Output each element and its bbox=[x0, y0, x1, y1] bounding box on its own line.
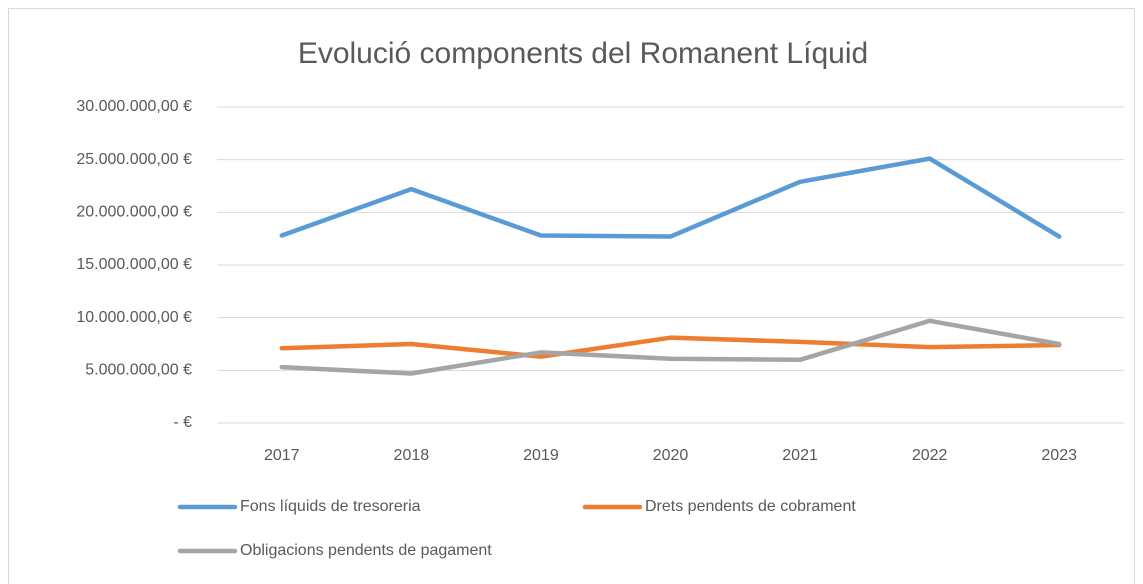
chart-title: Evolució components del Romanent Líquid bbox=[298, 37, 868, 70]
series-line bbox=[279, 318, 1062, 376]
y-tick-label: 5.000.000,00 € bbox=[85, 362, 192, 379]
x-tick-label: 2022 bbox=[912, 447, 948, 464]
y-tick-label: 20.000.000,00 € bbox=[76, 204, 192, 221]
legend-label: Obligacions pendents de pagament bbox=[240, 542, 492, 559]
x-tick-label: 2018 bbox=[394, 447, 430, 464]
x-tick-label: 2021 bbox=[782, 447, 818, 464]
y-tick-label: 25.000.000,00 € bbox=[76, 151, 192, 168]
legend-label: Drets pendents de cobrament bbox=[645, 498, 856, 515]
x-tick-label: 2023 bbox=[1041, 447, 1077, 464]
series-line bbox=[279, 156, 1062, 239]
y-tick-label: 30.000.000,00 € bbox=[76, 98, 192, 115]
chart-border bbox=[8, 8, 1135, 584]
x-tick-label: 2020 bbox=[653, 447, 689, 464]
x-tick-label: 2017 bbox=[264, 447, 300, 464]
y-tick-label: 15.000.000,00 € bbox=[76, 256, 192, 273]
y-tick-label: - € bbox=[173, 414, 192, 431]
series-line bbox=[279, 335, 1062, 359]
legend-label: Fons líquids de tresoreria bbox=[240, 498, 421, 515]
x-tick-label: 2019 bbox=[523, 447, 559, 464]
y-tick-label: 10.000.000,00 € bbox=[76, 309, 192, 326]
